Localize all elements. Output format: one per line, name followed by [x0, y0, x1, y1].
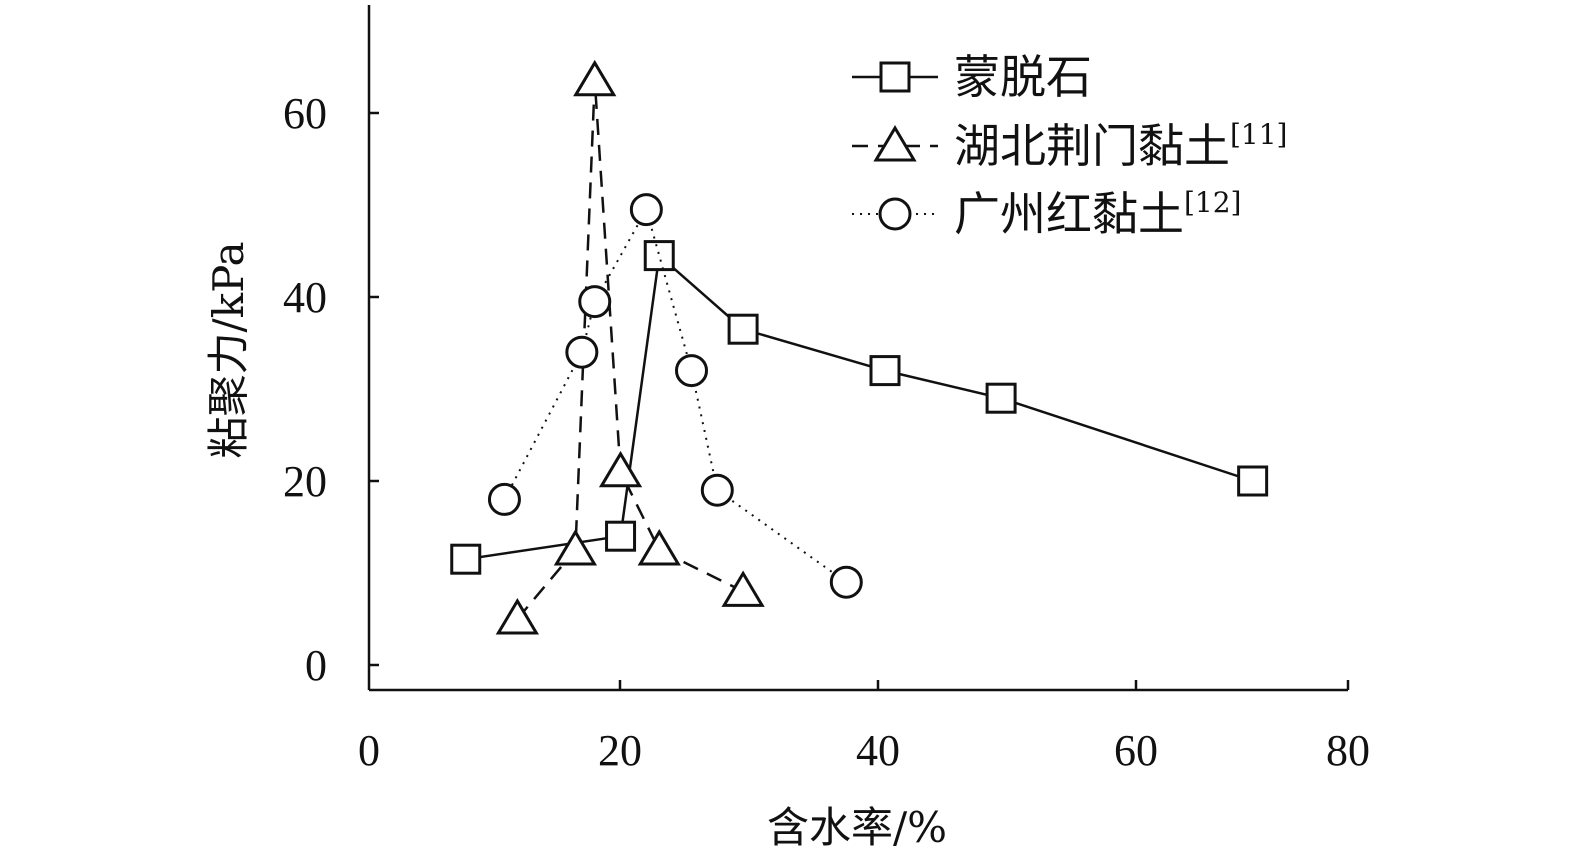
series-layer: [450, 59, 1269, 635]
legend-label: 蒙脱石: [954, 50, 1092, 104]
x-tick-label: 0: [358, 726, 380, 775]
data-point-square: [605, 520, 637, 552]
data-point-circle: [487, 482, 521, 516]
series-triangle: [495, 59, 765, 635]
data-point-square: [869, 355, 901, 387]
x-tick-label: 60: [1114, 726, 1158, 775]
legend-label: 广州红黏土[12]: [954, 186, 1241, 241]
legend-item: 蒙脱石: [852, 50, 1092, 104]
y-tick-label: 60: [283, 89, 327, 138]
data-point-triangle: [721, 570, 765, 607]
data-point-square: [643, 240, 675, 272]
series-square: [450, 240, 1269, 575]
x-tick-label: 80: [1326, 726, 1370, 775]
axes: [367, 5, 1348, 692]
legend-item: 湖北荆门黏土[11]: [852, 118, 1287, 173]
data-point-triangle: [553, 529, 598, 566]
data-point-square: [450, 543, 482, 575]
series-circle: [487, 193, 863, 599]
legend-label: 湖北荆门黏土[11]: [954, 118, 1287, 173]
data-point-circle: [829, 565, 863, 599]
data-point-triangle: [637, 529, 681, 566]
y-axis-title: 粘聚力/kPa: [204, 241, 253, 458]
legend-citation: [11]: [1230, 118, 1287, 151]
x-axis-title: 含水率/%: [767, 803, 947, 852]
legend-marker-square: [879, 61, 911, 93]
data-point-circle: [578, 285, 612, 319]
legend-marker-circle: [878, 197, 912, 231]
legend-citation: [12]: [1184, 186, 1241, 219]
data-point-triangle: [573, 59, 617, 97]
data-point-square: [727, 313, 759, 345]
legend-item: 广州红黏土[12]: [852, 186, 1241, 241]
y-tick-label: 20: [283, 457, 327, 506]
series-line: [503, 207, 847, 584]
data-point-circle: [700, 473, 734, 507]
data-point-triangle: [598, 450, 643, 488]
data-point-circle: [629, 193, 663, 227]
x-tick-label: 40: [856, 726, 900, 775]
y-tick-label: 40: [283, 273, 327, 322]
x-tick-label: 20: [598, 726, 642, 775]
data-point-triangle: [495, 598, 539, 635]
data-point-circle: [675, 354, 708, 388]
data-point-square: [1237, 465, 1269, 497]
data-point-square: [985, 382, 1017, 414]
y-tick-label: 0: [305, 641, 327, 690]
data-point-circle: [565, 335, 599, 369]
ticks: 0 20 40 60 0 20 40 60 80: [283, 89, 1370, 775]
legend-marker-triangle: [873, 125, 917, 162]
